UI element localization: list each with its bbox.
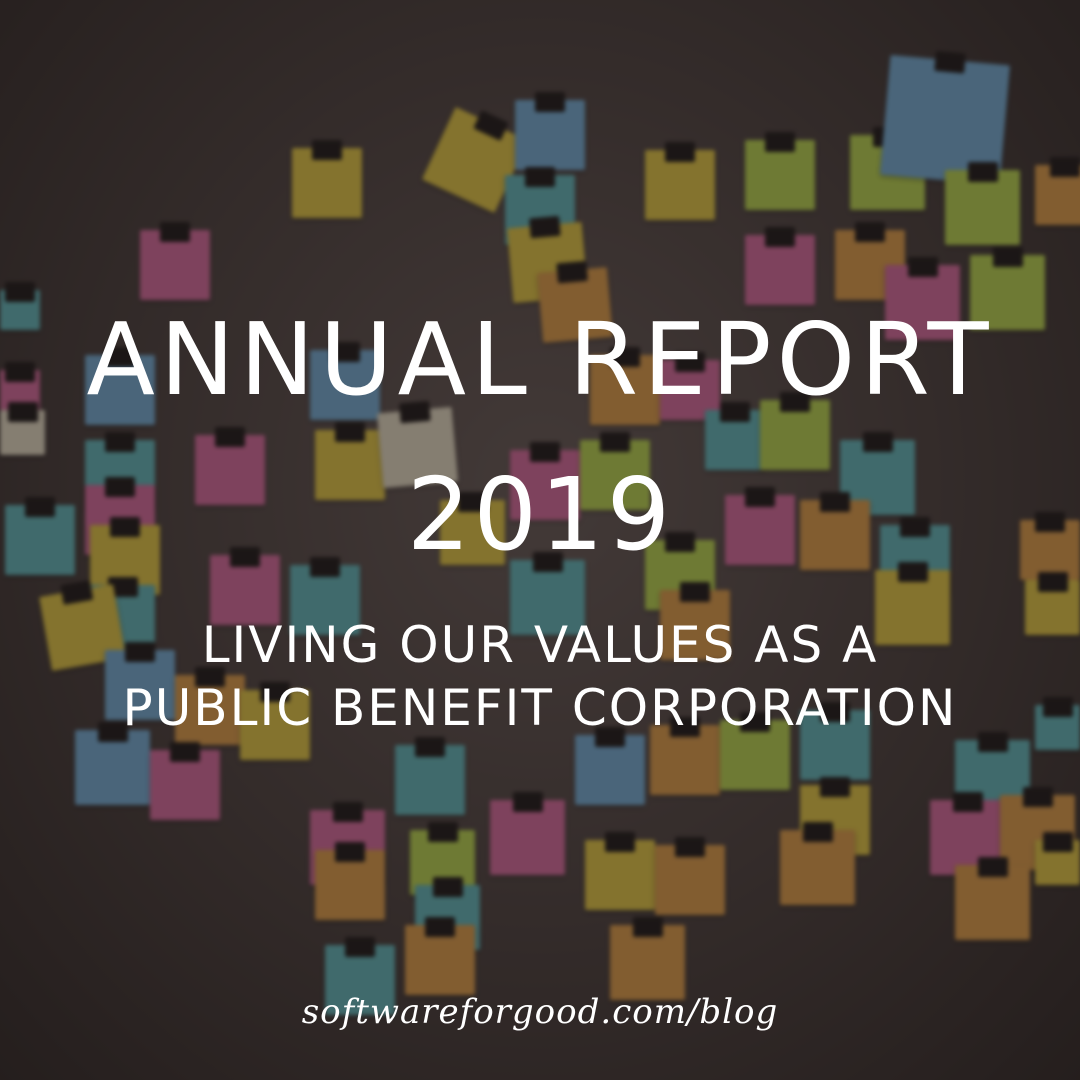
- headline-year: 2019: [406, 456, 674, 573]
- subtitle-line-1: LIVING OUR VALUES AS A: [201, 616, 879, 674]
- headline-annual-report: ANNUAL REPORT: [86, 301, 994, 418]
- website-url: softwareforgood.com/blog: [301, 992, 779, 1032]
- subtitle-line-2: PUBLIC BENEFIT CORPORATION: [122, 679, 958, 737]
